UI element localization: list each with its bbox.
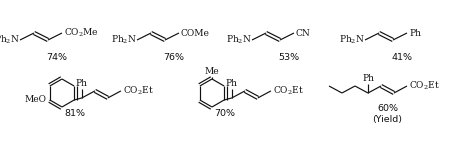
- Text: 76%: 76%: [164, 54, 184, 63]
- Text: CO$_2$Et: CO$_2$Et: [273, 85, 304, 97]
- Text: CO$_2$Et: CO$_2$Et: [123, 85, 154, 97]
- Text: CO$_2$Et: CO$_2$Et: [409, 80, 440, 92]
- Text: 41%: 41%: [392, 54, 412, 63]
- Text: CN: CN: [296, 28, 311, 37]
- Text: Ph$_2$N: Ph$_2$N: [0, 34, 20, 46]
- Text: Ph: Ph: [76, 79, 88, 88]
- Text: 53%: 53%: [278, 54, 300, 63]
- Text: Ph: Ph: [226, 79, 238, 88]
- Text: Ph$_2$N: Ph$_2$N: [226, 34, 252, 46]
- Text: COMe: COMe: [181, 28, 210, 37]
- Text: MeO: MeO: [25, 95, 47, 104]
- Text: Ph$_2$N: Ph$_2$N: [111, 34, 137, 46]
- Text: 70%: 70%: [215, 109, 236, 118]
- Text: 81%: 81%: [64, 109, 85, 118]
- Text: 74%: 74%: [46, 54, 67, 63]
- Text: Ph$_2$N: Ph$_2$N: [339, 34, 365, 46]
- Text: Ph: Ph: [362, 74, 374, 83]
- Text: CO$_2$Me: CO$_2$Me: [64, 27, 99, 39]
- Text: 60%
(Yield): 60% (Yield): [373, 104, 402, 124]
- Text: Me: Me: [205, 67, 219, 76]
- Text: Ph: Ph: [409, 28, 421, 37]
